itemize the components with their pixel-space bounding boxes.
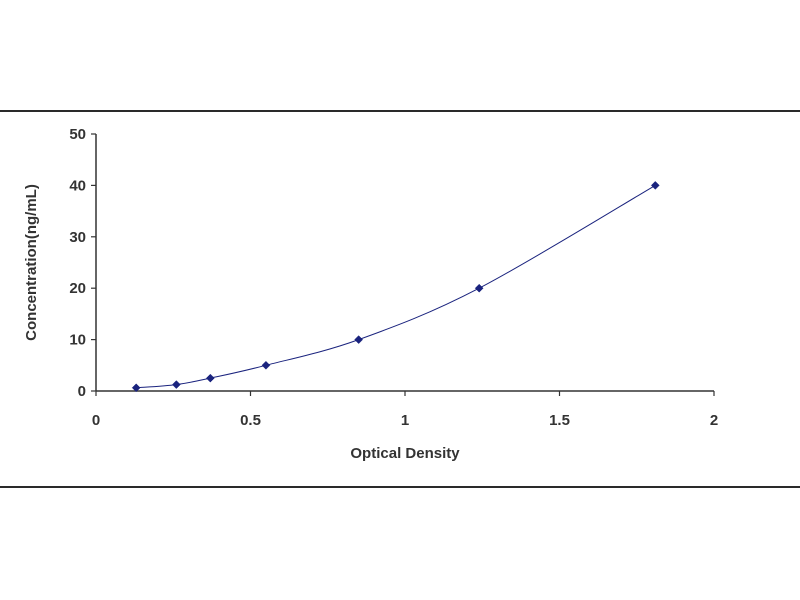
fitted-curve (136, 184, 656, 389)
data-point (171, 380, 181, 389)
data-point (131, 383, 141, 393)
x-axis-title: Optical Density (350, 445, 460, 462)
y-tick-label: 10 (69, 332, 86, 349)
data-point (261, 360, 271, 370)
y-tick-label: 40 (69, 177, 86, 194)
y-axis-title: Concentration(ng/mL) (23, 184, 40, 341)
y-tick-label: 50 (69, 126, 86, 143)
x-tick-label: 1 (401, 412, 409, 429)
data-point (650, 181, 660, 190)
ticks: 0 10 20 30 40 50 0 0.5 1 1.5 2 (69, 126, 718, 429)
data-points (131, 181, 660, 393)
x-tick-label: 0.5 (240, 412, 261, 429)
y-tick-label: 30 (69, 229, 86, 246)
data-point (205, 373, 215, 383)
data-point (354, 335, 364, 344)
chart-frame: 0 10 20 30 40 50 0 0.5 1 1.5 2 Optical Density Con… (0, 110, 800, 488)
data-point (474, 283, 484, 293)
standard-curve-chart: 0 10 20 30 40 50 0 0.5 1 1.5 2 Optical Density Con… (23, 126, 718, 462)
x-tick-label: 1.5 (549, 412, 570, 429)
axes (95, 134, 714, 392)
y-tick-label: 0 (78, 383, 86, 400)
y-tick-label: 20 (69, 280, 86, 297)
x-tick-label: 2 (710, 412, 718, 429)
x-tick-label: 0 (92, 412, 100, 429)
